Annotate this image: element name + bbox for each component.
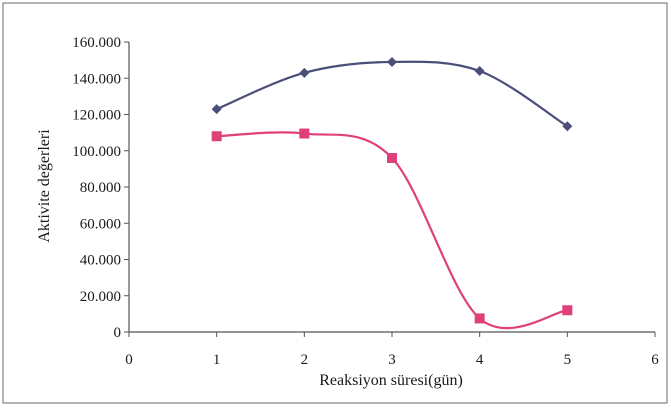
- series-2-point: [387, 153, 397, 163]
- series-2-point: [211, 131, 222, 142]
- series-2-point: [562, 305, 573, 316]
- series-1-point: [299, 67, 310, 78]
- series-1-point: [562, 121, 573, 132]
- y-tick-label: 100.000: [72, 144, 121, 160]
- y-tick-label: 140.000: [72, 71, 121, 87]
- y-tick-label: 120.000: [72, 108, 121, 124]
- axes: 0 20.000 40.000 60.000 80.000 100.000 120.000 1…: [72, 35, 659, 368]
- y-axis-title: Aktivite değerleri: [36, 129, 53, 243]
- series-2-point: [474, 313, 485, 324]
- x-tick-label: 2: [301, 352, 309, 368]
- x-tick-label: 6: [651, 352, 659, 368]
- series-1-point: [211, 104, 222, 115]
- y-tick-label: 80.000: [80, 180, 121, 196]
- y-tick-label: 60.000: [80, 216, 121, 232]
- y-tick-label: 20.000: [80, 289, 121, 305]
- y-tick-label: 40.000: [80, 253, 121, 269]
- x-tick-label: 4: [476, 352, 484, 368]
- x-tick-label: 3: [388, 352, 396, 368]
- chart-frame: [2, 2, 668, 404]
- series-1-point: [387, 56, 397, 67]
- series-2-line: [216, 131, 568, 330]
- x-axis-title: Reaksiyon süresi(gün): [319, 372, 463, 389]
- series-1-point: [474, 66, 485, 76]
- series-layer: [211, 56, 573, 330]
- x-tick-label: 5: [564, 352, 572, 368]
- y-tick-label: 0: [114, 325, 122, 341]
- x-tick-label: 1: [213, 352, 221, 368]
- y-tick-label: 160.000: [72, 35, 121, 51]
- series-2-point: [299, 128, 310, 139]
- x-tick-label: 0: [125, 352, 133, 368]
